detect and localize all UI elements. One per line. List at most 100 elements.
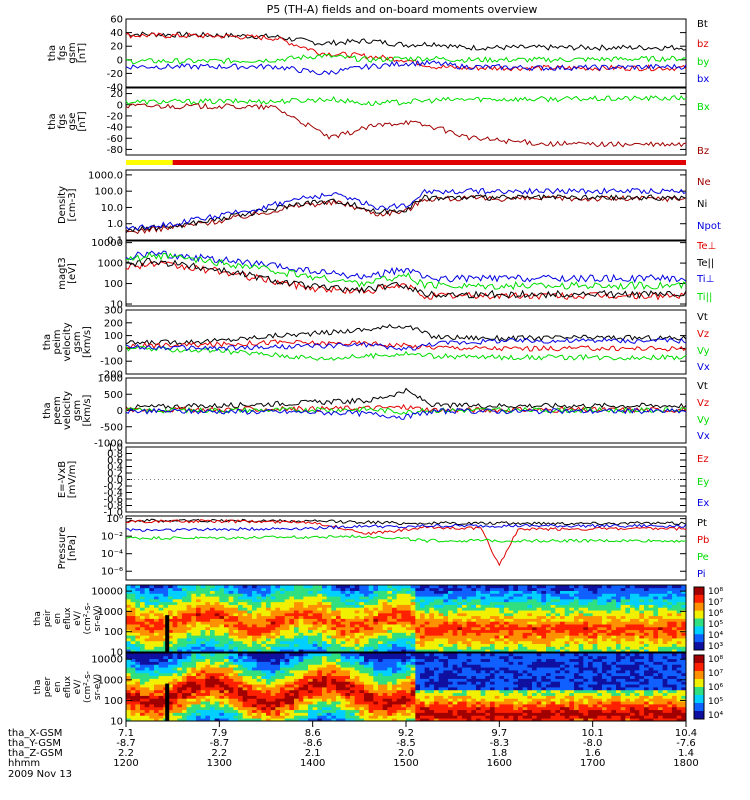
heat-cell xyxy=(252,635,258,639)
heat-cell xyxy=(588,638,594,642)
heat-cell xyxy=(532,646,538,650)
heat-cell xyxy=(242,626,248,631)
heat-cell xyxy=(396,689,402,694)
heat-cell xyxy=(354,655,360,660)
heat-cell xyxy=(233,658,239,662)
heat-cell xyxy=(177,675,183,679)
heat-cell xyxy=(471,585,477,589)
heat-cell xyxy=(522,607,528,611)
heat-cell xyxy=(480,695,486,699)
heat-cell xyxy=(298,695,304,699)
heat-cell xyxy=(280,689,286,694)
heat-cell xyxy=(364,598,370,603)
heat-cell xyxy=(284,667,290,671)
heat-cell xyxy=(158,670,164,674)
heat-cell xyxy=(658,590,664,594)
heat-cell xyxy=(588,618,594,622)
heat-cell xyxy=(438,670,444,674)
heat-cell xyxy=(252,701,258,705)
heat-cell xyxy=(392,681,398,685)
heat-cell xyxy=(359,704,365,708)
heat-cell xyxy=(303,612,309,617)
heat-cell xyxy=(266,590,272,594)
heat-cell xyxy=(424,698,430,702)
heat-cell xyxy=(214,709,220,713)
heat-cell xyxy=(550,593,556,597)
heat-cell xyxy=(336,585,342,589)
heat-cell xyxy=(466,615,472,619)
y-label-line: gsm xyxy=(72,400,83,421)
heat-cell xyxy=(653,640,659,645)
heat-cell xyxy=(368,687,374,691)
heat-cell xyxy=(536,590,542,594)
heat-cell xyxy=(625,640,631,645)
heat-cell xyxy=(247,653,253,657)
heat-cell xyxy=(508,587,514,591)
heat-cell xyxy=(462,718,468,722)
heat-cell xyxy=(490,638,496,642)
heat-cell xyxy=(420,640,426,645)
heat-cell xyxy=(639,590,645,594)
heat-cell xyxy=(149,675,155,679)
heat-cell xyxy=(415,626,421,631)
heat-cell xyxy=(452,664,458,668)
heat-cell xyxy=(238,712,244,716)
heat-cell xyxy=(648,612,654,617)
heat-cell xyxy=(452,629,458,633)
heat-cell xyxy=(340,590,346,594)
heat-cell xyxy=(270,675,276,679)
heat-cell xyxy=(331,615,337,619)
heat-cell xyxy=(583,590,589,594)
heat-cell xyxy=(378,664,384,668)
heat-cell xyxy=(382,621,388,625)
heat-cell xyxy=(504,621,510,625)
heat-cell xyxy=(340,646,346,650)
heat-cell xyxy=(546,640,552,645)
heat-cell xyxy=(527,638,533,642)
heat-cell xyxy=(415,610,421,614)
heat-cell xyxy=(144,635,150,639)
heat-cell xyxy=(518,607,524,611)
heat-cell xyxy=(182,704,188,708)
heat-cell xyxy=(331,604,337,608)
heat-cell xyxy=(135,624,141,628)
heat-cell xyxy=(303,649,309,653)
heat-cell xyxy=(606,598,612,603)
heat-cell xyxy=(359,615,365,619)
heat-cell xyxy=(555,612,561,617)
heat-cell xyxy=(140,712,146,716)
heat-cell xyxy=(471,695,477,699)
heat-cell xyxy=(280,667,286,671)
heat-cell xyxy=(406,596,412,600)
y-label-line: [nPa] xyxy=(67,535,78,561)
heat-cell xyxy=(233,626,239,631)
heat-cell xyxy=(326,585,332,589)
heat-cell xyxy=(485,629,491,633)
heat-cell xyxy=(406,646,412,650)
heat-cell xyxy=(191,615,197,619)
heat-cell xyxy=(466,692,472,696)
heat-cell xyxy=(126,664,132,668)
heat-cell xyxy=(485,612,491,617)
heat-cell xyxy=(312,607,318,611)
heat-cell xyxy=(177,684,183,688)
heat-cell xyxy=(448,689,454,694)
heat-cell xyxy=(336,689,342,694)
heat-cell xyxy=(126,615,132,619)
heat-cell xyxy=(270,646,276,650)
heat-cell xyxy=(252,678,258,682)
heat-cell xyxy=(340,585,346,589)
heat-cell xyxy=(256,687,262,691)
heat-cell xyxy=(406,687,412,691)
heat-cell xyxy=(471,715,477,719)
heat-cell xyxy=(186,695,192,699)
heat-cell xyxy=(382,640,388,645)
heat-cell xyxy=(214,706,220,711)
heat-cell xyxy=(135,715,141,719)
heat-cell xyxy=(331,638,337,642)
heat-cell xyxy=(177,626,183,631)
heat-cell xyxy=(270,643,276,647)
heat-cell xyxy=(228,604,234,608)
heat-cell xyxy=(163,610,169,614)
